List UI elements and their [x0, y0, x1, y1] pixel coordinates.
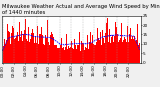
Text: Milwaukee Weather Actual and Average Wind Speed by Minute mph (Last 24 Hours)
of: Milwaukee Weather Actual and Average Win… [2, 4, 160, 15]
